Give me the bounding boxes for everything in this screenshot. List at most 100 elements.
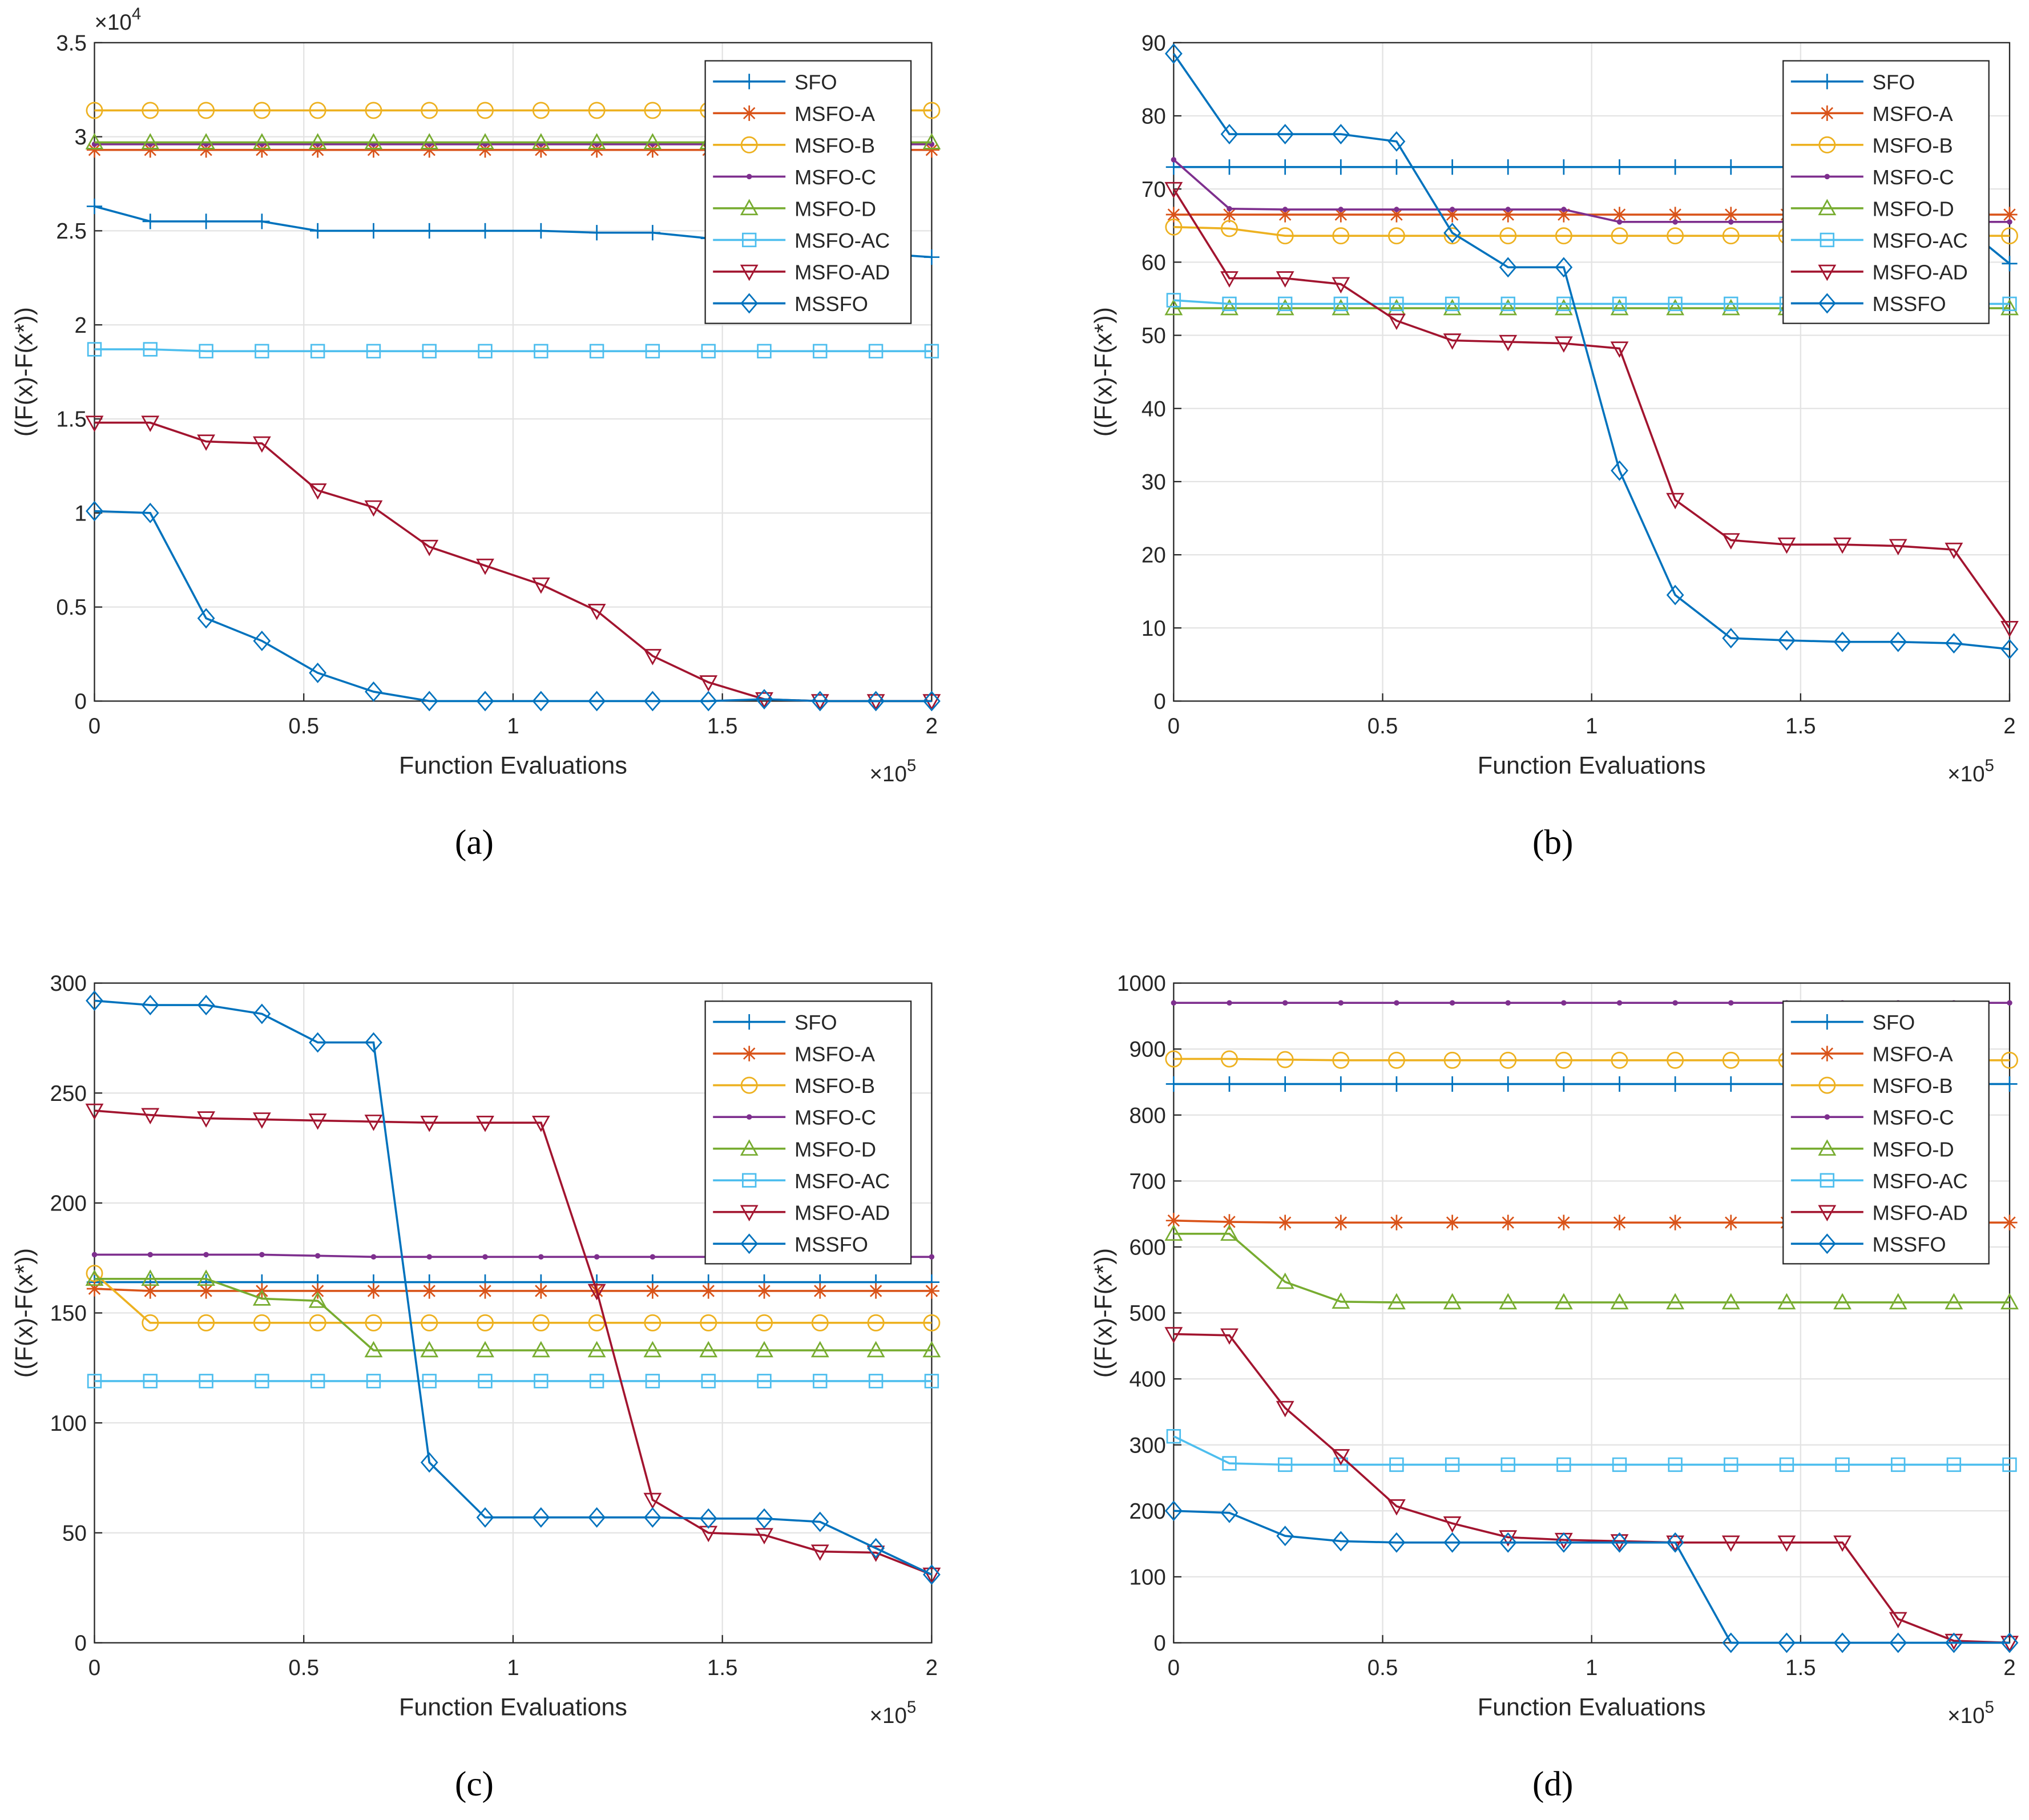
- x-exponent-base: ×10: [1947, 762, 1984, 786]
- x-exponent-base: ×10: [870, 762, 907, 786]
- marker: [142, 1314, 159, 1331]
- legend-label: SFO: [794, 1011, 837, 1034]
- marker: [422, 1374, 437, 1389]
- x-exponent: ×105: [870, 1698, 917, 1728]
- marker: [645, 1374, 660, 1389]
- marker: [197, 1269, 216, 1286]
- marker: [420, 1452, 438, 1473]
- marker: [308, 1113, 327, 1130]
- legend-label: MSFO-C: [1873, 1106, 1954, 1129]
- chart: 0 50 100 150 200 250 300 0 0.5 1 1.5 2 Function Eval…: [11, 971, 941, 1803]
- marker: [197, 608, 215, 629]
- marker: [1666, 1532, 1684, 1553]
- legend-label: MSSFO: [794, 1233, 868, 1256]
- marker: [141, 1108, 160, 1125]
- marker: [199, 1374, 213, 1389]
- legend-label: MSFO-B: [794, 1074, 875, 1097]
- marker: [366, 344, 381, 359]
- marker: [1277, 207, 1293, 223]
- marker: [1387, 1051, 1405, 1069]
- y-axis-label: ((F(x)-F(x*)): [11, 1248, 38, 1378]
- marker: [1611, 1214, 1628, 1230]
- marker: [644, 1507, 661, 1528]
- marker: [755, 1341, 773, 1358]
- legend-label: MSFO-A: [794, 1043, 876, 1066]
- marker: [2002, 207, 2018, 223]
- marker: [1835, 1457, 1850, 1472]
- marker: [1277, 159, 1293, 175]
- legend-marker: [740, 199, 759, 216]
- marker: [868, 344, 884, 359]
- x-tick-label: 1.5: [707, 1656, 738, 1680]
- marker: [426, 1254, 433, 1260]
- y-tick-label: 150: [50, 1301, 87, 1326]
- marker: [85, 1103, 104, 1120]
- legend-marker: [1818, 293, 1836, 314]
- legend-marker: [740, 1205, 759, 1222]
- marker: [1443, 1516, 1462, 1533]
- marker: [810, 1341, 829, 1358]
- y-tick-label: 0: [74, 1631, 86, 1656]
- marker: [476, 558, 494, 575]
- marker: [923, 1283, 940, 1299]
- marker: [929, 1254, 935, 1260]
- x-tick-label: 1: [1586, 714, 1598, 739]
- y-axis-label: ((F(x)-F(x*)): [11, 307, 38, 437]
- marker: [1389, 159, 1405, 175]
- marker: [1833, 1535, 1851, 1552]
- legend-label: MSFO-AD: [1873, 261, 1968, 284]
- marker: [421, 142, 437, 158]
- y-tick-label: 1: [74, 501, 86, 526]
- marker: [308, 133, 327, 150]
- x-tick-label: 2: [2003, 1656, 2015, 1680]
- marker: [1394, 1000, 1399, 1006]
- legend-marker: [1818, 1233, 1836, 1254]
- marker: [1667, 1076, 1683, 1092]
- marker: [1333, 1214, 1349, 1230]
- marker: [477, 1314, 494, 1331]
- marker: [1668, 296, 1683, 312]
- marker: [1389, 296, 1404, 312]
- marker: [1332, 277, 1350, 294]
- marker: [255, 1374, 269, 1389]
- y-tick-label: 70: [1141, 177, 1166, 202]
- marker: [1556, 1457, 1571, 1472]
- x-tick-label: 0.5: [1368, 714, 1398, 739]
- marker: [1220, 271, 1239, 288]
- legend-marker: [1824, 1114, 1830, 1120]
- marker: [1610, 1293, 1629, 1310]
- legend-marker: [740, 1139, 759, 1156]
- marker: [142, 102, 159, 119]
- marker: [310, 142, 326, 158]
- x-tick-label: 2: [926, 1656, 938, 1680]
- marker: [1443, 1293, 1462, 1310]
- marker: [1672, 219, 1678, 225]
- marker: [1220, 124, 1239, 144]
- marker: [589, 344, 604, 359]
- marker: [1723, 1214, 1739, 1230]
- marker: [420, 1341, 439, 1358]
- marker: [756, 1283, 772, 1299]
- marker: [531, 1115, 550, 1132]
- marker: [1444, 1214, 1461, 1230]
- legend-label: MSFO-D: [794, 197, 876, 221]
- marker: [1222, 1456, 1237, 1471]
- marker: [314, 1253, 321, 1259]
- legend-marker: [741, 105, 757, 121]
- x-tick-label: 0.5: [288, 714, 319, 739]
- marker: [2007, 219, 2012, 225]
- y-tick-label: 600: [1129, 1236, 1165, 1260]
- marker: [364, 1341, 383, 1358]
- marker: [1165, 207, 1181, 223]
- marker: [2002, 1457, 2017, 1472]
- marker: [1277, 1214, 1293, 1230]
- marker: [923, 249, 940, 265]
- legend-label: MSFO-C: [794, 1106, 876, 1129]
- marker: [85, 133, 104, 150]
- marker: [1500, 1457, 1515, 1472]
- marker: [370, 1254, 377, 1260]
- marker: [1946, 1457, 1962, 1472]
- y-tick-label: 50: [1141, 324, 1166, 348]
- marker: [1221, 1214, 1237, 1230]
- y-tick-label: 0: [1153, 1631, 1165, 1656]
